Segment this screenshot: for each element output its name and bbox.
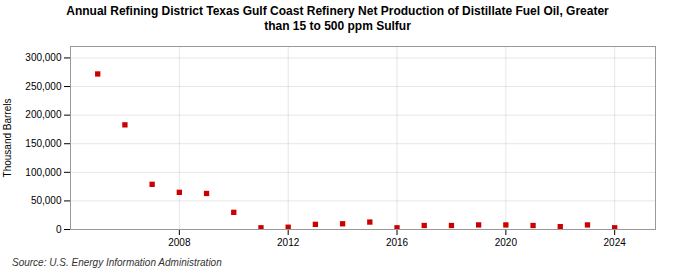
svg-text:200,000: 200,000 (25, 109, 62, 120)
svg-text:150,000: 150,000 (25, 138, 62, 149)
svg-text:300,000: 300,000 (25, 52, 62, 63)
svg-text:250,000: 250,000 (25, 81, 62, 92)
svg-text:100,000: 100,000 (25, 167, 62, 178)
svg-text:0: 0 (56, 224, 62, 235)
svg-text:2016: 2016 (386, 237, 409, 248)
html-text:Source: U.S. Energy Informatio: Source: U.S. Energy Information Administ… (12, 257, 222, 268)
svg-text:2008: 2008 (168, 237, 191, 248)
svg-text:2020: 2020 (495, 237, 518, 248)
html-text:Annual Refining District Texas: Annual Refining District Texas Gulf Coas… (66, 4, 609, 33)
svg-text:2024: 2024 (604, 237, 627, 248)
svg-text:50,000: 50,000 (31, 195, 62, 206)
svg-text:Thousand Barrels: Thousand Barrels (2, 99, 13, 178)
svg-text:2012: 2012 (277, 237, 300, 248)
